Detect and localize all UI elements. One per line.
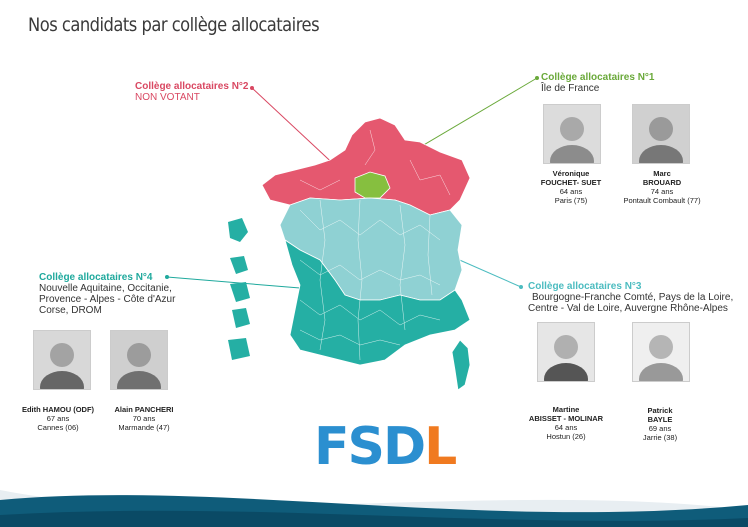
college-4-title: Collège allocataires N°4 <box>39 272 153 283</box>
connector-line-college-2 <box>251 87 341 171</box>
candidate-name-first: Martine <box>552 405 580 414</box>
college-2-title: Collège allocataires N°2 <box>135 81 249 92</box>
bottom-wave <box>0 490 748 527</box>
candidate-name-last: BAYLE <box>647 415 673 424</box>
candidate-place: Jarrie (38) <box>642 433 678 442</box>
college-2-subtitle: NON VOTANT <box>135 92 200 103</box>
college-1-title: Collège allocataires N°1 <box>541 72 655 83</box>
department-borders <box>299 129 451 361</box>
candidate-age: 67 ans <box>46 414 70 423</box>
candidate-age: 74 ans <box>650 187 674 196</box>
candidate-place: Pontault Combault (77) <box>623 196 701 205</box>
map-region-college-1 <box>354 171 391 199</box>
candidate-marc: Marc BROUARD 74 ans Pontault Combault (7… <box>614 169 710 205</box>
avatar-martine <box>537 322 595 382</box>
connector-dot-college-1 <box>535 76 539 80</box>
map-drom-4 <box>232 308 250 328</box>
connector-dot-college-4 <box>165 275 169 279</box>
candidate-name-first: Marc <box>653 169 671 178</box>
fsdl-logo: FSDL <box>314 421 457 473</box>
candidate-edith: Edith HAMOU (ODF) 67 ans Cannes (06) <box>10 405 106 432</box>
college-3-subtitle-line2: Centre - Val de Loire, Auvergne Rhône-Al… <box>528 303 728 314</box>
college-4-subtitle-line1: Nouvelle Aquitaine, Occitanie, <box>39 283 172 294</box>
map-drom-1 <box>228 218 248 242</box>
college-4-label: Collège allocataires N°4 Nouvelle Aquita… <box>39 272 175 316</box>
connector-line-college-3 <box>454 257 522 288</box>
logo-l: L <box>424 417 457 477</box>
connector-line-college-4 <box>166 276 301 289</box>
candidate-place: Hostun (26) <box>546 432 586 441</box>
avatar-patrick <box>632 322 690 382</box>
map-corsica <box>451 339 471 391</box>
logo-fsd: FSD <box>314 417 426 477</box>
avatar-edith <box>33 330 91 390</box>
candidate-name-last: FOUCHET- SUET <box>540 178 602 187</box>
candidate-name-first: Patrick <box>647 406 673 415</box>
college-1-subtitle: Île de France <box>541 83 600 94</box>
candidate-martine: Martine ABISSET - MOLINAR 64 ans Hostun … <box>518 405 614 441</box>
candidate-name-last: ABISSET - MOLINAR <box>528 414 604 423</box>
candidate-veronique: Véronique FOUCHET- SUET 64 ans Paris (75… <box>528 169 614 205</box>
avatar-marc <box>632 104 690 164</box>
page-title: Nos candidats par collège allocataires <box>28 14 320 36</box>
map-drom-3 <box>230 282 250 302</box>
candidate-place: Paris (75) <box>554 196 588 205</box>
candidate-name: Alain PANCHERI <box>114 405 174 414</box>
college-1-label: Collège allocataires N°1 Île de France <box>541 72 655 94</box>
candidate-patrick: Patrick BAYLE 69 ans Jarrie (38) <box>620 406 700 442</box>
candidate-name-first: Véronique <box>552 169 590 178</box>
candidate-age: 64 ans <box>554 423 578 432</box>
candidate-place: Cannes (06) <box>37 423 79 432</box>
connector-dot-college-3 <box>519 285 523 289</box>
connector-dot-college-2 <box>250 86 254 90</box>
candidate-age: 70 ans <box>132 414 156 423</box>
candidate-alain: Alain PANCHERI 70 ans Marmande (47) <box>104 405 184 432</box>
college-4-subtitle-line2: Provence - Alpes - Côte d'Azur <box>39 294 176 305</box>
candidate-place: Marmande (47) <box>118 423 170 432</box>
map-region-college-4 <box>284 239 471 366</box>
map-drom-5 <box>228 338 250 360</box>
college-4-subtitle-line3: Corse, DROM <box>39 305 102 316</box>
candidate-age: 69 ans <box>648 424 672 433</box>
candidate-name-last: BROUARD <box>642 178 682 187</box>
avatar-alain <box>110 330 168 390</box>
college-2-label: Collège allocataires N°2 NON VOTANT <box>135 81 249 103</box>
candidate-name: Edith HAMOU (ODF) <box>21 405 95 414</box>
avatar-veronique <box>543 104 601 164</box>
college-3-label: Collège allocataires N°3 Bourgogne-Franc… <box>528 281 733 314</box>
college-3-subtitle-line1: Bourgogne-Franche Comté, Pays de la Loir… <box>532 292 734 303</box>
candidate-age: 64 ans <box>559 187 583 196</box>
map-drom-2 <box>230 256 248 274</box>
college-3-title: Collège allocataires N°3 <box>528 281 642 292</box>
